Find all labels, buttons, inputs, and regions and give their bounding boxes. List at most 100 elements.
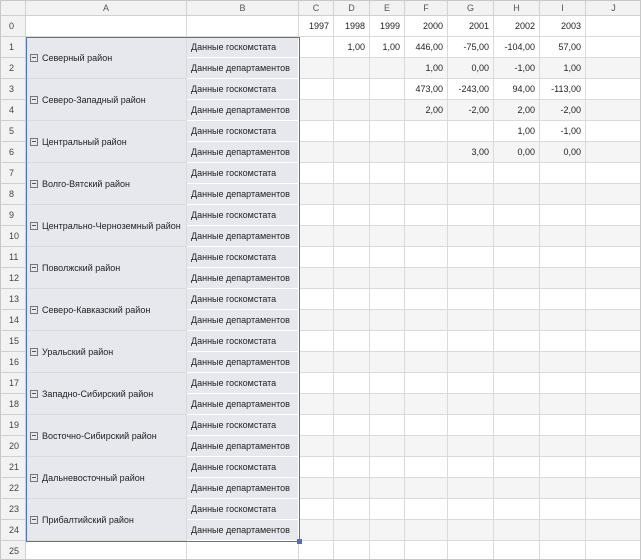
value-cell[interactable] [299,373,334,394]
value-cell[interactable]: 1,00 [370,37,405,58]
value-cell[interactable] [370,205,405,226]
value-cell[interactable]: 473,00 [405,79,448,100]
value-cell[interactable]: 1,00 [405,58,448,79]
value-cell[interactable] [370,121,405,142]
region-cell[interactable]: Северный район [26,37,187,79]
region-cell[interactable]: Волго-Вятский район [26,163,187,205]
row-number[interactable]: 3 [1,79,26,100]
value-cell[interactable] [448,247,494,268]
value-cell[interactable]: 1,00 [494,121,540,142]
value-cell[interactable]: -113,00 [540,79,586,100]
column-header[interactable]: E [370,1,405,16]
value-cell[interactable] [299,163,334,184]
value-cell[interactable] [540,457,586,478]
value-cell[interactable] [494,184,540,205]
value-cell[interactable] [540,436,586,457]
value-cell[interactable] [405,226,448,247]
region-cell[interactable]: Центральный район [26,121,187,163]
value-cell[interactable] [540,289,586,310]
value-cell[interactable]: 2,00 [405,100,448,121]
value-cell[interactable] [540,478,586,499]
row-number[interactable]: 14 [1,310,26,331]
value-cell[interactable] [299,79,334,100]
source-cell[interactable]: Данные департаментов [187,184,299,205]
column-header[interactable]: I [540,1,586,16]
value-cell[interactable] [334,100,370,121]
year-header[interactable]: 2000 [405,16,448,37]
cell[interactable] [494,541,540,559]
value-cell[interactable] [540,163,586,184]
value-cell[interactable] [540,331,586,352]
cell[interactable] [586,331,640,352]
value-cell[interactable] [405,436,448,457]
value-cell[interactable]: 3,00 [448,142,494,163]
value-cell[interactable] [299,205,334,226]
collapse-icon[interactable] [30,53,38,62]
value-cell[interactable] [334,58,370,79]
cell[interactable] [540,541,586,559]
source-cell[interactable]: Данные госкомстата [187,247,299,268]
value-cell[interactable] [334,205,370,226]
value-cell[interactable] [405,415,448,436]
collapse-icon[interactable] [30,263,38,272]
value-cell[interactable] [494,415,540,436]
cell[interactable] [586,394,640,415]
value-cell[interactable] [334,478,370,499]
value-cell[interactable] [334,394,370,415]
value-cell[interactable] [540,520,586,541]
row-number[interactable]: 5 [1,121,26,142]
year-header[interactable]: 2001 [448,16,494,37]
value-cell[interactable] [370,394,405,415]
source-cell[interactable]: Данные департаментов [187,436,299,457]
cell[interactable] [586,457,640,478]
cell[interactable] [586,163,640,184]
source-cell[interactable]: Данные департаментов [187,352,299,373]
value-cell[interactable] [334,289,370,310]
cell[interactable] [586,79,640,100]
value-cell[interactable]: -243,00 [448,79,494,100]
row-number[interactable]: 13 [1,289,26,310]
value-cell[interactable] [334,310,370,331]
value-cell[interactable]: -1,00 [540,121,586,142]
value-cell[interactable] [299,478,334,499]
value-cell[interactable] [370,520,405,541]
year-header[interactable]: 1999 [370,16,405,37]
value-cell[interactable]: -2,00 [540,100,586,121]
year-header[interactable]: 2002 [494,16,540,37]
source-cell[interactable]: Данные госкомстата [187,373,299,394]
collapse-icon[interactable] [30,137,38,146]
value-cell[interactable] [370,58,405,79]
cell[interactable] [586,541,640,559]
cell[interactable] [586,352,640,373]
row-number[interactable]: 4 [1,100,26,121]
value-cell[interactable] [448,373,494,394]
collapse-icon[interactable] [30,473,38,482]
row-number[interactable]: 17 [1,373,26,394]
column-header[interactable]: G [448,1,494,16]
row-number[interactable]: 0 [1,16,26,37]
column-header[interactable]: A [26,1,187,16]
cell[interactable] [448,541,494,559]
value-cell[interactable] [448,331,494,352]
value-cell[interactable] [540,247,586,268]
value-cell[interactable] [494,352,540,373]
region-cell[interactable]: Центрально-Черноземный район [26,205,187,247]
value-cell[interactable] [405,520,448,541]
row-number[interactable]: 19 [1,415,26,436]
value-cell[interactable] [540,310,586,331]
collapse-icon[interactable] [30,389,38,398]
value-cell[interactable] [334,142,370,163]
cell[interactable] [26,541,187,559]
source-cell[interactable]: Данные департаментов [187,310,299,331]
column-header[interactable]: D [334,1,370,16]
value-cell[interactable] [540,268,586,289]
value-cell[interactable] [299,268,334,289]
value-cell[interactable] [448,352,494,373]
collapse-icon[interactable] [30,179,38,188]
value-cell[interactable] [334,79,370,100]
cell[interactable] [586,310,640,331]
cell[interactable] [586,100,640,121]
value-cell[interactable]: 2,00 [494,100,540,121]
value-cell[interactable] [334,121,370,142]
value-cell[interactable] [299,37,334,58]
